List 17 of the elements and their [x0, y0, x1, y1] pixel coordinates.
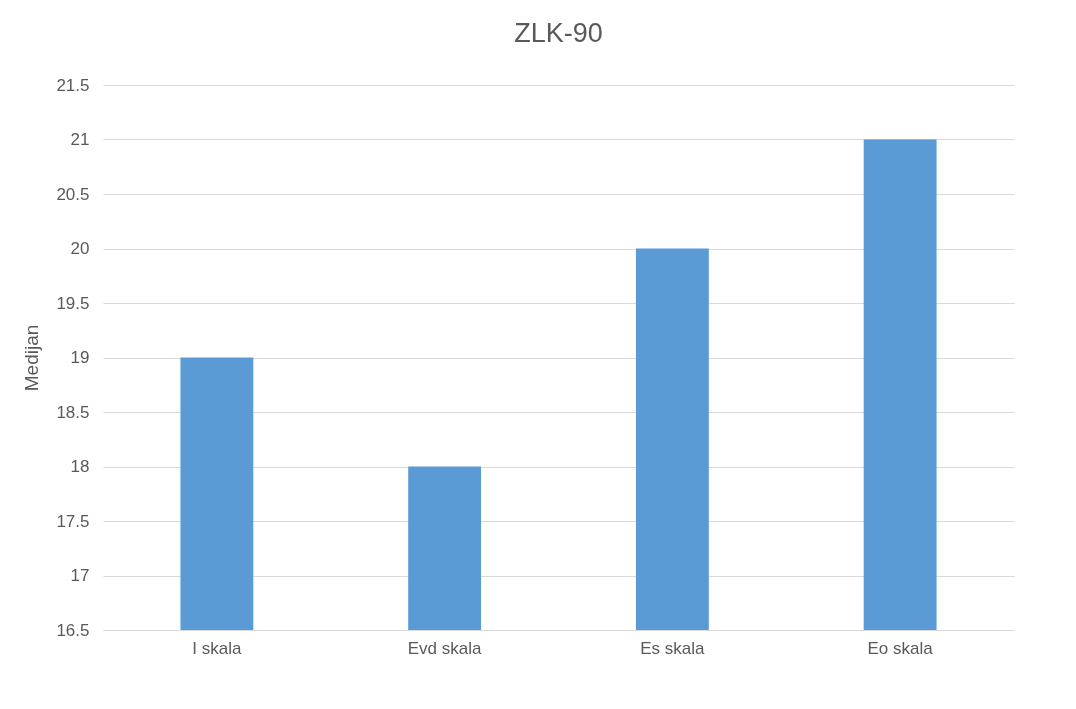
- y-tick-label: 21.5: [56, 75, 90, 95]
- y-axis-title: Medijan: [21, 324, 43, 392]
- x-tick-label: Eo skala: [867, 638, 934, 658]
- y-tick-label: 17: [70, 566, 90, 585]
- x-tick-label: I skala: [192, 638, 242, 658]
- x-tick-label: Evd skala: [407, 638, 483, 658]
- y-tick-label: 17.5: [56, 511, 90, 531]
- chart-title: ZLK-90: [514, 18, 603, 48]
- y-tick-label: 18: [70, 457, 90, 476]
- y-tick-label: 19: [70, 348, 90, 367]
- y-tick-label: 16.5: [56, 620, 90, 640]
- y-tick-label: 20: [70, 239, 90, 258]
- y-tick-label: 18.5: [56, 402, 90, 422]
- y-tick-label: 19.5: [56, 293, 90, 313]
- y-tick-label: 21: [70, 130, 90, 149]
- x-tick-label: Es skala: [640, 638, 706, 658]
- y-tick-label: 20.5: [56, 184, 90, 204]
